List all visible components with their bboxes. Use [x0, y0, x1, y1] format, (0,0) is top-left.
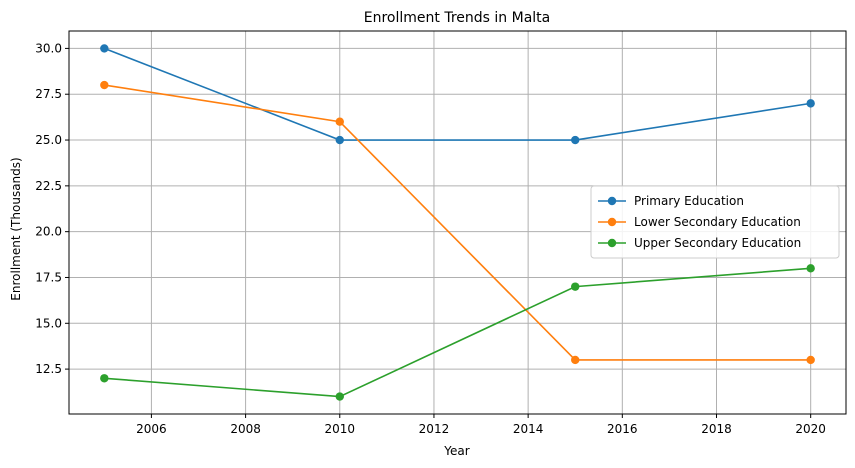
series-line-primary-education	[104, 47, 811, 141]
y-tick-label: 27.5	[35, 87, 62, 101]
y-axis-label: Enrollment (Thousands)	[9, 157, 23, 300]
legend-marker	[607, 196, 617, 206]
y-tick-label: 12.5	[35, 362, 62, 376]
data-point-lower-secondary-education	[335, 117, 344, 126]
y-axis-ticks: 12.5 15.0 17.5 20.0 22.5 25.0 27.5 30.0	[35, 41, 69, 376]
x-tick-label: 2020	[795, 422, 826, 436]
legend-entry-label: Primary Education	[634, 194, 744, 208]
data-point-primary-education	[806, 99, 815, 108]
data-point-lower-secondary-education	[571, 355, 580, 365]
series-layer	[100, 44, 815, 401]
data-point-primary-education	[571, 135, 580, 145]
y-tick-label: 25.0	[35, 133, 62, 147]
data-point-lower-secondary-education	[100, 80, 109, 90]
legend-box	[590, 185, 840, 259]
x-axis-label: Year	[443, 444, 469, 458]
x-tick-label: 2006	[136, 422, 167, 436]
legend-marker	[607, 217, 617, 227]
legend: Primary Education Lower Secondary Educati…	[590, 185, 840, 259]
series-line-upper-secondary-education	[104, 267, 811, 398]
legend-entry-label: Upper Secondary Education	[634, 236, 801, 250]
y-tick-label: 30.0	[35, 41, 62, 55]
plot-frame	[68, 30, 847, 415]
y-tick-label: 17.5	[35, 270, 62, 284]
legend-marker	[607, 238, 617, 248]
x-tick-label: 2012	[419, 422, 450, 436]
data-point-upper-secondary-education	[571, 282, 580, 291]
series-line-lower-secondary-education	[104, 84, 811, 361]
x-tick-label: 2014	[513, 422, 544, 436]
data-point-primary-education	[100, 44, 109, 53]
legend-entry-label: Lower Secondary Education	[634, 215, 801, 229]
x-tick-label: 2018	[701, 422, 732, 436]
y-tick-label: 20.0	[35, 225, 62, 239]
data-point-lower-secondary-education	[806, 355, 815, 365]
x-tick-label: 2008	[230, 422, 261, 436]
x-tick-label: 2016	[607, 422, 638, 436]
chart-title: Enrollment Trends in Malta	[364, 10, 550, 26]
x-axis-ticks: 2006 2008 2010 2012 2014 2016 2018 2020	[136, 414, 826, 436]
y-tick-label: 22.5	[35, 179, 62, 193]
x-tick-label: 2010	[324, 422, 355, 436]
data-point-upper-secondary-education	[335, 392, 344, 401]
y-tick-label: 15.0	[35, 316, 62, 330]
data-point-upper-secondary-education	[806, 264, 815, 273]
data-point-upper-secondary-education	[100, 374, 109, 383]
data-point-primary-education	[335, 135, 344, 145]
